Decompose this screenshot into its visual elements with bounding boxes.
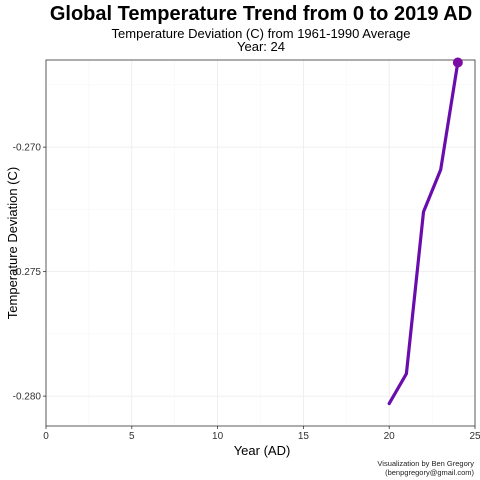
axis-ticks: 0 5 10 15 20 25 -0.280 -0.275 -0.270: [13, 143, 480, 442]
x-tick-label: 5: [129, 431, 135, 442]
y-axis-title: Temperature Deviation (C): [5, 167, 20, 319]
x-tick-label: 10: [212, 431, 224, 442]
series-line: [387, 60, 460, 406]
plot-panel: [45, 59, 476, 427]
x-tick-label: 20: [384, 431, 396, 442]
current-year-point: [452, 57, 463, 68]
caption-email: (benpgregory@gmail.com): [385, 468, 474, 477]
chart-title: Global Temperature Trend from 0 to 2019 …: [50, 3, 472, 25]
data-marks: [387, 57, 463, 406]
y-tick-label: -0.275: [13, 267, 42, 278]
caption-credit: Visualization by Ben Gregory: [377, 459, 474, 468]
x-tick-label: 25: [469, 431, 480, 442]
y-tick-label: -0.270: [13, 143, 42, 154]
x-tick-label: 15: [298, 431, 310, 442]
y-tick-label: -0.280: [13, 392, 42, 403]
grid: [45, 60, 476, 426]
x-axis-title: Year (AD): [234, 443, 291, 458]
year-label: Year: 24: [237, 39, 285, 54]
x-tick-label: 0: [43, 431, 49, 442]
chart-subtitle: Temperature Deviation (C) from 1961-1990…: [112, 26, 411, 41]
